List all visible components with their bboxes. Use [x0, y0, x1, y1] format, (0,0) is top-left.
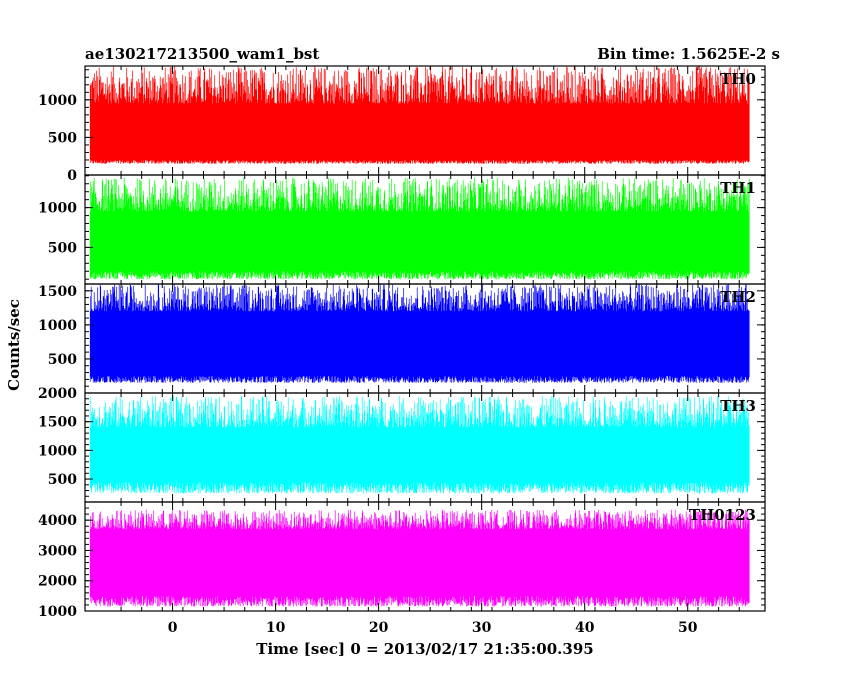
x-tick-label: 20: [369, 620, 389, 636]
panel-th0123: 1000 2000 3000 4000 TH0123: [38, 501, 766, 620]
x-tick-label: 40: [575, 620, 595, 636]
y-tick-label: 3000: [38, 543, 77, 559]
y-tick-label: 1000: [38, 93, 77, 109]
x-tick-label: 50: [678, 620, 698, 636]
panel-label-th2: TH2: [720, 288, 756, 306]
series-th3: [89, 395, 750, 494]
x-tick-label: 30: [472, 620, 492, 636]
x-axis-label: Time [sec] 0 = 2013/02/17 21:35:00.395: [256, 640, 593, 658]
chart-title: ae130217213500_wam1_bst: [85, 45, 319, 63]
y-axis-label: Counts/sec: [5, 299, 23, 391]
panel-label-th0123: TH0123: [689, 506, 756, 524]
y-tick-label: 500: [48, 130, 77, 146]
y-tick-label: 1000: [38, 604, 77, 620]
panel-th2: 500 1000 1500 TH2: [38, 283, 766, 394]
y-tick-label: 2000: [38, 386, 77, 402]
y-tick-label: 1500: [38, 415, 77, 431]
panel-th1: 500 1000 TH1: [38, 174, 766, 285]
y-tick-label: 1000: [38, 201, 77, 217]
y-tick-label: 0: [67, 168, 77, 184]
series-th0123: [89, 509, 750, 607]
y-tick-label: 1500: [38, 284, 77, 300]
x-tick-label: 0: [168, 620, 178, 636]
y-tick-label: 1000: [38, 443, 77, 459]
panel-th0: 0 500 1000 TH0: [38, 65, 766, 184]
y-tick-label: 500: [48, 352, 77, 368]
y-tick-label: 2000: [38, 574, 77, 590]
y-tick-label: 4000: [38, 513, 77, 529]
y-tick-label: 1000: [38, 318, 77, 334]
panel-label-th3: TH3: [720, 397, 756, 415]
panel-th3: 500 1000 1500 2000 TH3: [38, 386, 766, 503]
bin-time-label: Bin time: 1.5625E-2 s: [597, 45, 780, 63]
y-tick-label: 500: [48, 472, 77, 488]
x-tick-label: 10: [266, 620, 286, 636]
panel-label-th0: TH0: [720, 70, 756, 88]
panel-label-th1: TH1: [720, 179, 756, 197]
series-th2: [89, 284, 750, 383]
x-axis: 0 10 20 30 40 50: [168, 620, 698, 636]
series-th0: [89, 66, 750, 164]
panels-group: 0 500 1000 TH0 500 1000 TH1 500 1000 1500 TH2 500 10…: [38, 65, 766, 620]
series-th1: [89, 177, 750, 280]
y-tick-label: 500: [48, 240, 77, 256]
